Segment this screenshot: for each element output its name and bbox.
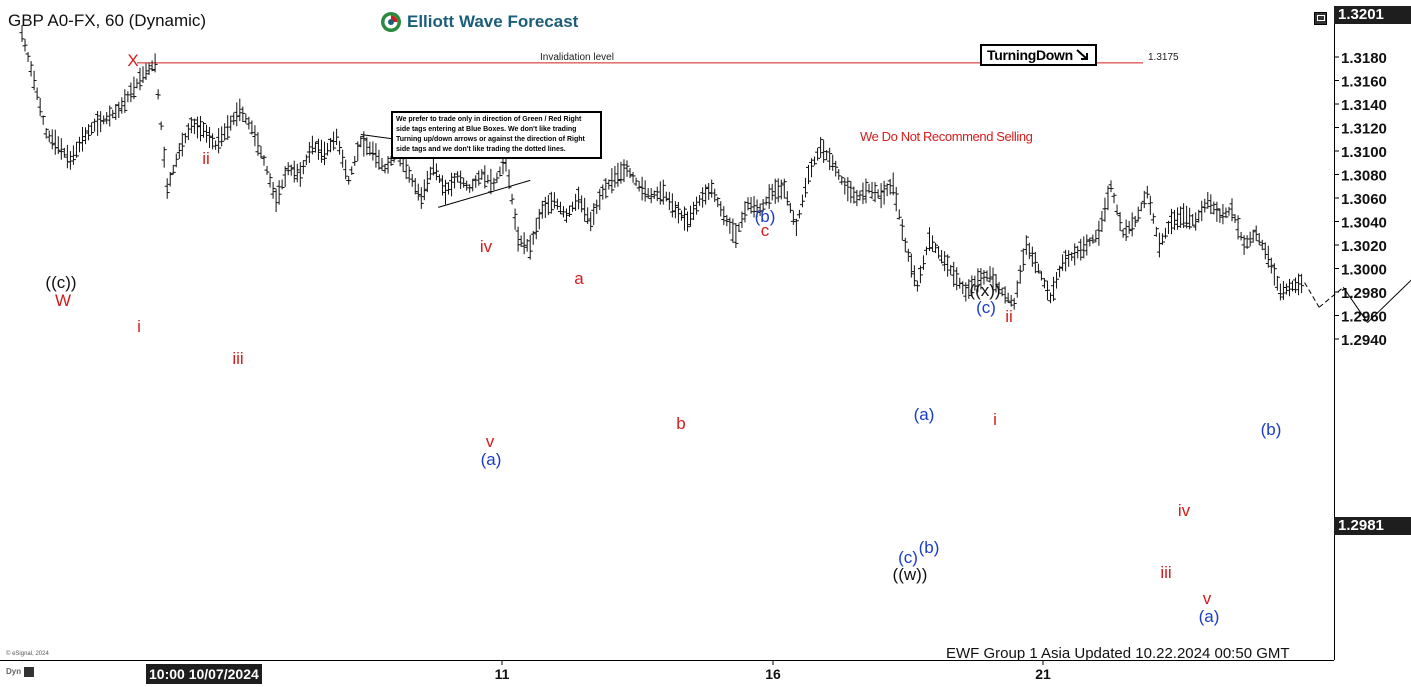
- x-tick-label: 11: [495, 666, 510, 682]
- y-tick-label: 1.3040: [1341, 215, 1387, 232]
- wave-label: ((w)): [893, 565, 928, 584]
- wave-label: (a): [914, 405, 935, 424]
- y-tick-label: 1.3180: [1341, 50, 1387, 67]
- wave-label: (a): [481, 450, 502, 469]
- brand-logo: Elliott Wave Forecast: [380, 11, 578, 33]
- dynamic-toggle[interactable]: Dyn: [6, 667, 35, 677]
- turning-down-badge: TurningDown: [980, 44, 1098, 66]
- wave-label: c: [761, 221, 770, 240]
- y-tick-label: 1.3140: [1341, 97, 1387, 114]
- time-axis[interactable]: [0, 660, 1334, 687]
- projection-path: [1304, 282, 1320, 308]
- wave-label: (c): [976, 298, 996, 317]
- wave-label: W: [55, 291, 71, 310]
- price-axis[interactable]: [1334, 6, 1411, 660]
- y-tick-label: 1.3060: [1341, 191, 1387, 208]
- y-tick-label: 1.3020: [1341, 238, 1387, 255]
- wave-label: (b): [1261, 420, 1282, 439]
- dyn-icon: [24, 667, 35, 677]
- wave-label: iii: [1160, 563, 1171, 582]
- date-cursor-label: 10:00 10/07/2024: [146, 664, 262, 684]
- turning-down-label: TurningDown: [987, 47, 1073, 63]
- wave-label: i: [993, 410, 997, 429]
- window-icon[interactable]: [1314, 12, 1327, 25]
- warning-text: We Do Not Recommend Selling: [860, 129, 1033, 144]
- y-tick-label: 1.3120: [1341, 121, 1387, 138]
- wave-label: i: [137, 317, 141, 336]
- current-price-tag: 1.2981: [1334, 517, 1411, 535]
- projection-path: [1367, 279, 1411, 323]
- wave-label: iv: [1178, 501, 1191, 520]
- wave-label: (b): [755, 207, 776, 226]
- wave-label: (a): [1199, 607, 1220, 626]
- x-tick-label: 21: [1035, 666, 1051, 682]
- top-price-tag: 1.3201: [1334, 6, 1411, 24]
- ewf-logo-icon: [381, 12, 401, 32]
- y-tick-label: 1.3000: [1341, 262, 1387, 279]
- invalidation-value: 1.3175: [1148, 52, 1179, 63]
- trading-note: We prefer to trade only in direction of …: [391, 111, 602, 159]
- triangle-lower-line: [438, 179, 531, 208]
- dyn-label: Dyn: [6, 667, 22, 677]
- wave-label: ((x)): [969, 281, 1000, 300]
- wave-label: ((c)): [45, 273, 76, 292]
- invalidation-label: Invalidation level: [540, 52, 614, 63]
- wave-label: X: [127, 51, 138, 70]
- wave-label: v: [1203, 589, 1212, 608]
- x-tick-label: 16: [765, 666, 781, 682]
- chart-title: GBP A0-FX, 60 (Dynamic): [8, 11, 207, 30]
- wave-label: a: [574, 269, 584, 288]
- wave-label: (c): [898, 548, 918, 567]
- y-tick-label: 1.3100: [1341, 144, 1387, 161]
- projection-path: [1318, 286, 1344, 308]
- esignal-copyright: © eSignal, 2024: [6, 651, 49, 657]
- arrow-down-right-icon: [1076, 49, 1089, 60]
- wave-label: v: [486, 432, 495, 451]
- wave-label: ii: [1005, 307, 1013, 326]
- projection-path: [1342, 287, 1368, 323]
- update-stamp: EWF Group 1 Asia Updated 10.22.2024 00:5…: [946, 645, 1290, 662]
- y-tick-label: 1.2980: [1341, 285, 1387, 302]
- wave-label: iii: [232, 349, 243, 368]
- wave-label: iv: [480, 237, 493, 256]
- brand-name: Elliott Wave Forecast: [407, 12, 579, 31]
- wave-label: b: [676, 414, 685, 433]
- y-tick-label: 1.3160: [1341, 74, 1387, 91]
- y-tick-label: 1.2940: [1341, 332, 1387, 349]
- wave-label: (b): [919, 538, 940, 557]
- wave-label: ii: [202, 149, 210, 168]
- y-tick-label: 1.3080: [1341, 168, 1387, 185]
